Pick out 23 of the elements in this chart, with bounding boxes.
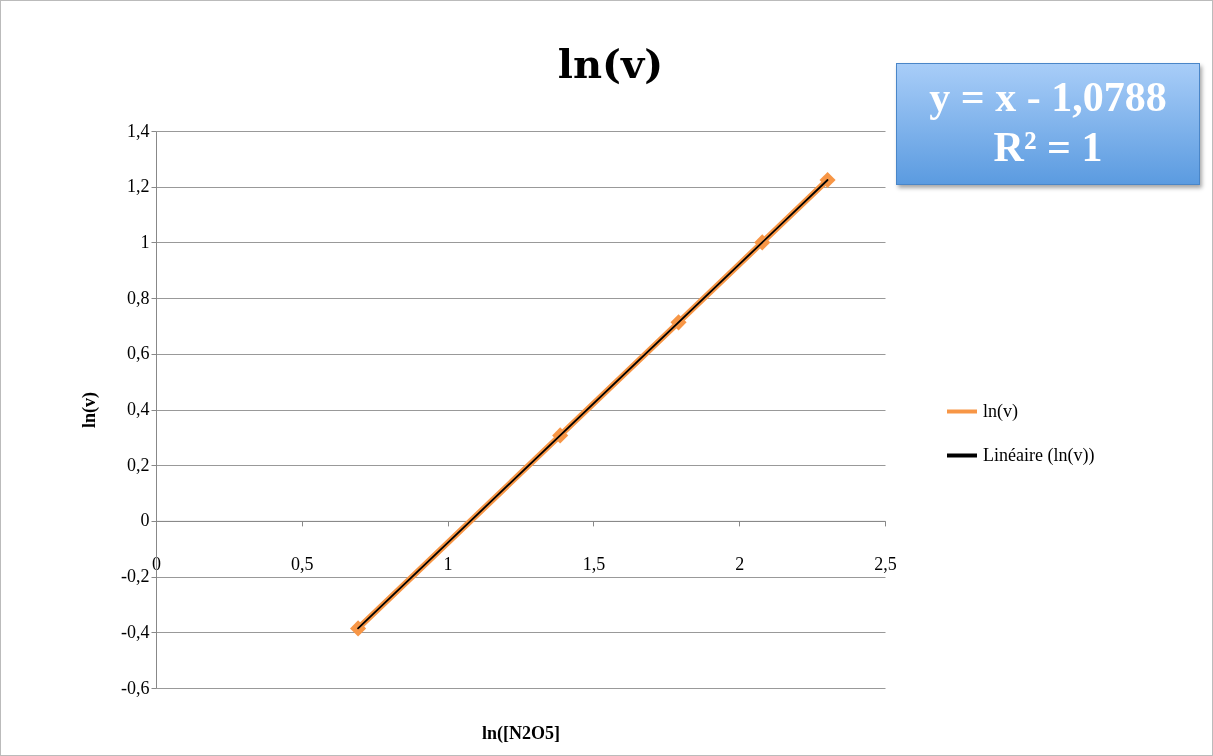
legend-label: ln(v) [983,400,1018,422]
text: y = x - 1,0788 [928,73,1168,122]
y-tick-label: 0 [140,510,150,531]
y-tick-label: 1 [140,231,150,252]
text: R² = 1 [992,123,1104,172]
chart-title: ln(v) [557,40,664,87]
x-tick-label: 1,5 [582,554,606,575]
y-axis-title: ln(v) [79,391,101,428]
x-tick-label: 2 [735,554,745,575]
x-tick-label: 1 [443,554,453,575]
y-tick-label: 0,2 [127,454,150,475]
y-tick-label: -0,2 [121,566,150,587]
y-tick-label: 0,4 [127,399,150,419]
y-tick-label: 0,6 [127,343,150,364]
y-tick-label: 0,8 [127,287,150,308]
x-tick-label: 0,5 [291,554,314,575]
y-tick-label: 1,4 [127,120,150,141]
x-axis-title: ln([N2O5] [482,722,560,744]
x-tick-label: 2,5 [874,554,897,575]
y-tick-label: -0,6 [121,677,150,698]
y-tick-label: 1,2 [127,176,150,197]
legend-label: Linéaire (ln(v)) [983,444,1095,466]
y-tick-label: -0,4 [121,621,150,642]
